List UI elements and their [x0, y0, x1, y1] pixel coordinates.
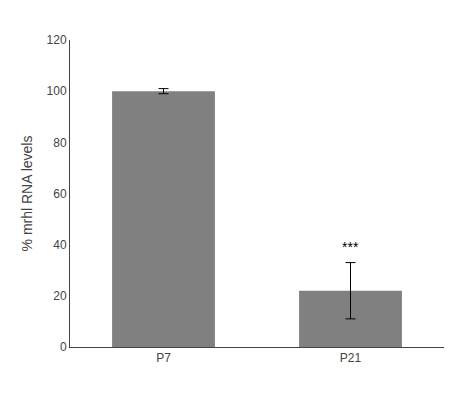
svg-text:P21: P21	[340, 351, 362, 365]
svg-text:20: 20	[53, 289, 67, 303]
svg-text:120: 120	[47, 33, 67, 47]
svg-text:100: 100	[47, 84, 67, 98]
svg-text:0: 0	[60, 340, 67, 354]
svg-text:60: 60	[53, 187, 67, 201]
svg-text:P7: P7	[156, 351, 171, 365]
svg-text:% mrhl RNA levels: % mrhl RNA levels	[19, 136, 35, 252]
svg-text:***: ***	[342, 239, 359, 255]
svg-text:40: 40	[53, 238, 67, 252]
svg-text:80: 80	[53, 136, 67, 150]
